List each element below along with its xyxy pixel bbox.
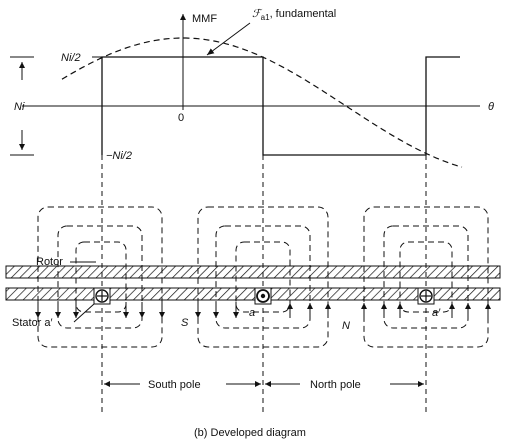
guide-lines bbox=[101, 155, 427, 412]
coil-side-a-label: a bbox=[249, 307, 255, 319]
upper-level-label: Ni/2 bbox=[61, 52, 81, 64]
origin-label: 0 bbox=[178, 112, 184, 124]
machine-diagram: Rotor Stator a′ S N a a′ bbox=[5, 206, 501, 348]
stator-label: Stator a′ bbox=[12, 317, 53, 329]
flux-arrows bbox=[35, 302, 491, 318]
figure-caption: (b) Developed diagram bbox=[194, 427, 306, 439]
south-pole-letter: S bbox=[181, 317, 189, 329]
fundamental-leader bbox=[206, 22, 251, 56]
fundamental-subscript: a1 bbox=[261, 13, 270, 22]
conductor-a-prime-right bbox=[419, 289, 433, 303]
fundamental-wave bbox=[61, 37, 463, 168]
mmf-axis-label: MMF bbox=[192, 13, 217, 25]
mmf-plot: MMF ℱa1, fundamental θ 0 Ni/2 −Ni/2 Ni bbox=[10, 8, 494, 168]
fundamental-label: ℱa1, fundamental bbox=[252, 8, 336, 22]
south-pole-label: South pole bbox=[148, 379, 201, 391]
theta-label: θ bbox=[488, 101, 494, 113]
amplitude-label: Ni bbox=[14, 101, 25, 113]
conductor-a bbox=[256, 289, 270, 303]
fundamental-symbol: ℱ bbox=[252, 8, 263, 20]
north-pole-label: North pole bbox=[310, 379, 361, 391]
fundamental-text: , fundamental bbox=[270, 8, 337, 20]
lower-level-label: −Ni/2 bbox=[106, 150, 132, 162]
pole-dimensions: South pole North pole bbox=[104, 379, 424, 391]
conductor-a-prime-left bbox=[95, 289, 109, 303]
rotor-label: Rotor bbox=[36, 256, 63, 268]
north-pole-letter: N bbox=[342, 320, 350, 332]
rotor bbox=[5, 265, 501, 279]
stator bbox=[5, 287, 501, 301]
stator-leader bbox=[73, 303, 95, 323]
coil-side-a-prime-label: a′ bbox=[432, 307, 441, 319]
